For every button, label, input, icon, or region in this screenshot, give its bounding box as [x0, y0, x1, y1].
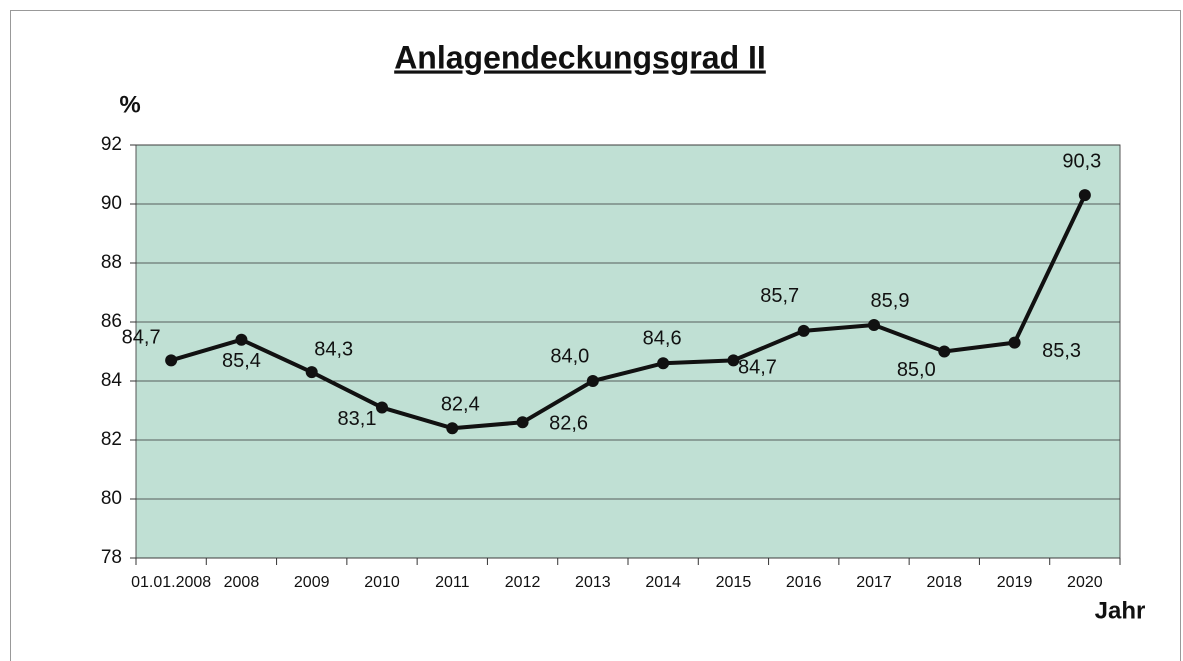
data-label: 85,3: [1042, 340, 1081, 362]
y-tick-label: 84: [101, 370, 123, 391]
data-label: 90,3: [1062, 150, 1101, 172]
data-point: [305, 366, 318, 379]
data-point: [868, 318, 880, 331]
data-label: 85,0: [897, 359, 936, 381]
data-point: [1008, 336, 1021, 349]
data-point: [938, 345, 951, 358]
y-tick-label: 78: [101, 547, 122, 568]
x-tick-label: 2008: [224, 574, 260, 591]
data-label: 85,4: [222, 350, 261, 372]
y-tick-label: 90: [101, 193, 122, 214]
y-tick-label: 82: [101, 429, 122, 450]
data-line: [170, 194, 1087, 431]
x-tick-label: 2010: [364, 574, 400, 591]
x-tick-label: 2014: [645, 574, 681, 591]
x-tick-label: 2011: [435, 574, 470, 591]
data-label: 82,4: [441, 393, 480, 415]
y-tick-label: 86: [101, 311, 122, 332]
data-point: [516, 416, 529, 429]
data-label: 84,6: [643, 328, 682, 350]
x-tick-label: 2020: [1067, 574, 1103, 591]
x-tick-label: 2009: [294, 574, 330, 591]
data-point: [165, 354, 178, 367]
data-point: [235, 333, 248, 346]
x-tick-label: 2018: [926, 574, 962, 591]
y-tick-label: 92: [101, 134, 122, 155]
data-point: [586, 375, 599, 387]
x-tick-label: 2017: [856, 574, 892, 591]
x-tick-label: 2013: [575, 574, 611, 591]
data-label: 85,7: [760, 285, 799, 307]
data-label: 84,7: [122, 327, 161, 349]
data-label: 83,1: [338, 408, 377, 430]
y-tick-label: 88: [101, 252, 122, 273]
y-axis-label: %: [119, 91, 140, 118]
data-label: 84,3: [314, 338, 353, 360]
data-point: [446, 422, 459, 435]
chart-frame: [10, 10, 1181, 661]
y-tick-label: 80: [101, 488, 122, 509]
data-label: 82,6: [549, 413, 588, 435]
data-point: [727, 354, 740, 367]
chart-title: Anlagendeckungsgrad II: [394, 39, 766, 75]
x-axis-label: Jahr: [1095, 597, 1146, 624]
data-point: [376, 401, 388, 414]
data-point: [1078, 189, 1091, 202]
x-tick-label: 01.01.2008: [131, 574, 211, 591]
data-label: 84,7: [738, 357, 777, 379]
data-point: [657, 357, 670, 370]
data-label: 85,9: [871, 290, 910, 312]
x-tick-label: 2012: [505, 574, 541, 591]
x-tick-label: 2015: [716, 574, 752, 591]
data-label: 84,0: [550, 345, 589, 367]
data-point: [797, 324, 810, 337]
plot-area: [135, 144, 1121, 559]
x-tick-label: 2016: [786, 574, 822, 591]
x-tick-label: 2019: [997, 574, 1033, 591]
